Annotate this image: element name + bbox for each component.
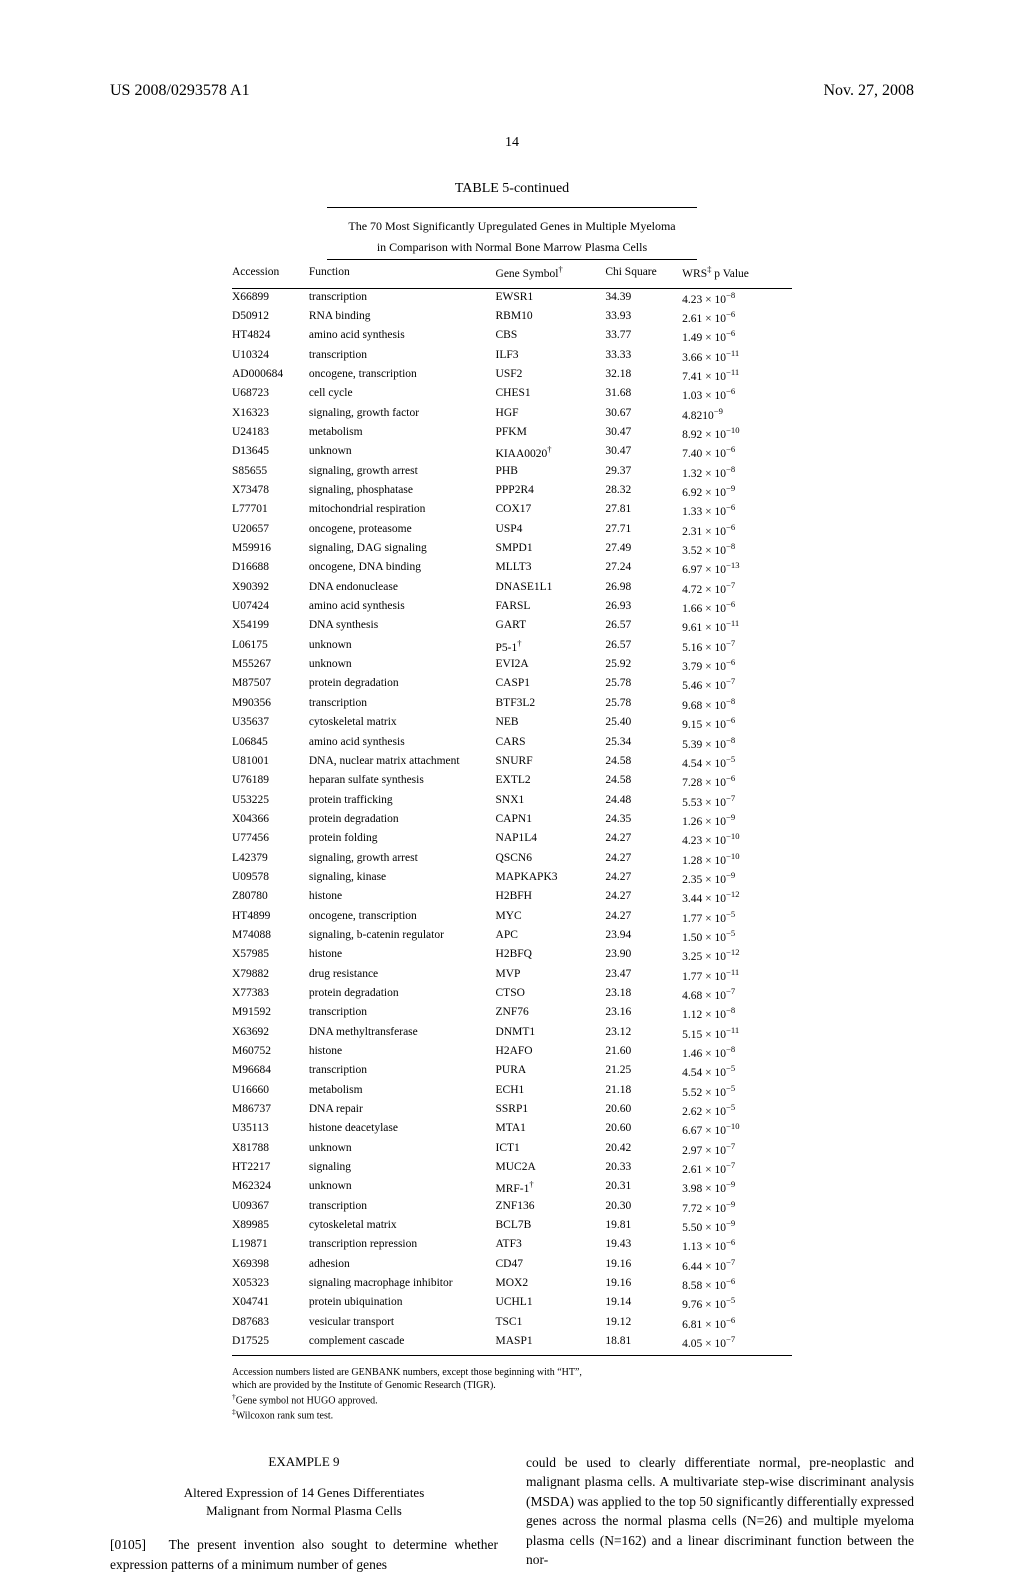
col-function: Function	[309, 260, 496, 289]
table-row: M86737DNA repairSSRP120.602.62 × 10−5	[232, 1102, 792, 1121]
table-row: M96684transcriptionPURA21.254.54 × 10−5	[232, 1063, 792, 1082]
table-row: U24183metabolismPFKM30.478.92 × 10−10	[232, 425, 792, 444]
table-row: X90392DNA endonucleaseDNASE1L126.984.72 …	[232, 579, 792, 598]
table-title: TABLE 5-continued	[232, 180, 792, 199]
table-row: L42379signaling, growth arrestQSCN624.27…	[232, 850, 792, 869]
table-row: U07424amino acid synthesisFARSL26.931.66…	[232, 599, 792, 618]
table-row: U76189heparan sulfate synthesisEXTL224.5…	[232, 773, 792, 792]
example-label: EXAMPLE 9	[110, 1453, 498, 1472]
table-row: X54199DNA synthesisGART26.579.61 × 10−11	[232, 618, 792, 637]
table-row: U53225protein traffickingSNX124.485.53 ×…	[232, 792, 792, 811]
col-wrs-p: WRS‡ p Value	[682, 260, 792, 289]
table-row: U68723cell cycleCHES131.681.03 × 10−6	[232, 386, 792, 405]
table-row: D50912RNA bindingRBM1033.932.61 × 10−6	[232, 308, 792, 327]
col-gene-symbol: Gene Symbol†	[496, 260, 606, 289]
table-row: M91592transcriptionZNF7623.161.12 × 10−8	[232, 1005, 792, 1024]
table-row: X79882drug resistanceMVP23.471.77 × 10−1…	[232, 966, 792, 985]
table-row: L06845amino acid synthesisCARS25.345.39 …	[232, 734, 792, 753]
table-row: U35637cytoskeletal matrixNEB25.409.15 × …	[232, 715, 792, 734]
table-row: L19871transcription repressionATF319.431…	[232, 1237, 792, 1256]
table-row: M87507protein degradationCASP125.785.46 …	[232, 676, 792, 695]
table-row: X05323signaling macrophage inhibitorMOX2…	[232, 1276, 792, 1295]
paragraph-cont: could be used to clearly differentiate n…	[526, 1453, 914, 1570]
patent-date: Nov. 27, 2008	[823, 80, 914, 102]
table-footnotes: Accession numbers listed are GENBANK num…	[232, 1366, 792, 1423]
table-row: U20657oncogene, proteasomeUSP427.712.31 …	[232, 521, 792, 540]
footnote-line: Accession numbers listed are GENBANK num…	[232, 1366, 792, 1379]
col-accession: Accession	[232, 260, 309, 289]
table-row: M74088signaling, b-catenin regulatorAPC2…	[232, 927, 792, 946]
table-row: X77383protein degradationCTSO23.184.68 ×…	[232, 985, 792, 1004]
left-column: EXAMPLE 9 Altered Expression of 14 Genes…	[110, 1453, 498, 1574]
table-row: M62324unknownMRF-1†20.313.98 × 10−9	[232, 1179, 792, 1198]
table-row: U09578signaling, kinaseMAPKAPK324.272.35…	[232, 869, 792, 888]
table-row: D16688oncogene, DNA bindingMLLT327.246.9…	[232, 560, 792, 579]
table-row: HT2217signalingMUC2A20.332.61 × 10−7	[232, 1160, 792, 1179]
table-row: D13645unknownKIAA0020†30.477.40 × 10−6	[232, 444, 792, 463]
table-header-row: Accession Function Gene Symbol† Chi Squa…	[232, 260, 792, 289]
table-row: HT4899oncogene, transcriptionMYC24.271.7…	[232, 908, 792, 927]
table-row: HT4824amino acid synthesisCBS33.771.49 ×…	[232, 328, 792, 347]
table-row: U35113histone deacetylaseMTA120.606.67 ×…	[232, 1121, 792, 1140]
example-title: Altered Expression of 14 Genes Different…	[110, 1484, 498, 1522]
table-row: S85655signaling, growth arrestPHB29.371.…	[232, 463, 792, 482]
table-row: M60752histoneH2AFO21.601.46 × 10−8	[232, 1044, 792, 1063]
table-row: L77701mitochondrial respirationCOX1727.8…	[232, 502, 792, 521]
table-row: X66899transcriptionEWSR134.394.23 × 10−8	[232, 289, 792, 309]
body-columns: EXAMPLE 9 Altered Expression of 14 Genes…	[110, 1453, 914, 1574]
table-row: U16660metabolismECH121.185.52 × 10−5	[232, 1082, 792, 1101]
table-row: X16323signaling, growth factorHGF30.674.…	[232, 405, 792, 424]
page-header: US 2008/0293578 A1 Nov. 27, 2008	[110, 80, 914, 102]
table-row: U10324transcriptionILF333.333.66 × 10−11	[232, 347, 792, 366]
table-5-continued: TABLE 5-continued The 70 Most Significan…	[232, 180, 792, 1422]
table-row: X69398adhesionCD4719.166.44 × 10−7	[232, 1256, 792, 1275]
paragraph-0105: [0105] The present invention also sought…	[110, 1535, 498, 1574]
footnote-line: ‡Wilcoxon rank sum test.	[232, 1407, 792, 1422]
table-row: X57985histoneH2BFQ23.903.25 × 10−12	[232, 947, 792, 966]
table-row: Z80780histoneH2BFH24.273.44 × 10−12	[232, 889, 792, 908]
table-row: X63692DNA methyltransferaseDNMT123.125.1…	[232, 1024, 792, 1043]
table-row: M55267unknownEVI2A25.923.79 × 10−6	[232, 657, 792, 676]
right-column: could be used to clearly differentiate n…	[526, 1453, 914, 1574]
patent-number: US 2008/0293578 A1	[110, 80, 250, 102]
table-subtitle-1: The 70 Most Significantly Upregulated Ge…	[327, 218, 697, 234]
footnote-line: which are provided by the Institute of G…	[232, 1379, 792, 1392]
table-row: X89985cytoskeletal matrixBCL7B19.815.50 …	[232, 1218, 792, 1237]
table-row: M59916signaling, DAG signalingSMPD127.49…	[232, 541, 792, 560]
table-row: X04366protein degradationCAPN124.351.26 …	[232, 811, 792, 830]
footnote-line: †Gene symbol not HUGO approved.	[232, 1392, 792, 1407]
col-chi-square: Chi Square	[605, 260, 682, 289]
page-number: 14	[110, 134, 914, 153]
table-row: X81788unknownICT120.422.97 × 10−7	[232, 1140, 792, 1159]
table-row: D17525complement cascadeMASP118.814.05 ×…	[232, 1334, 792, 1353]
table-subtitle-2: in Comparison with Normal Bone Marrow Pl…	[327, 239, 697, 255]
table-row: AD000684oncogene, transcriptionUSF232.18…	[232, 366, 792, 385]
table-row: U77456protein foldingNAP1L424.274.23 × 1…	[232, 831, 792, 850]
table-row: X73478signaling, phosphatasePPP2R428.326…	[232, 483, 792, 502]
table-row: D87683vesicular transportTSC119.126.81 ×…	[232, 1314, 792, 1333]
table-row: X04741protein ubiquinationUCHL119.149.76…	[232, 1295, 792, 1314]
table-row: U81001DNA, nuclear matrix attachmentSNUR…	[232, 753, 792, 772]
gene-table: Accession Function Gene Symbol† Chi Squa…	[232, 260, 792, 1353]
table-row: U09367transcriptionZNF13620.307.72 × 10−…	[232, 1198, 792, 1217]
table-row: L06175unknownP5-1†26.575.16 × 10−7	[232, 637, 792, 656]
table-row: M90356transcriptionBTF3L225.789.68 × 10−…	[232, 695, 792, 714]
